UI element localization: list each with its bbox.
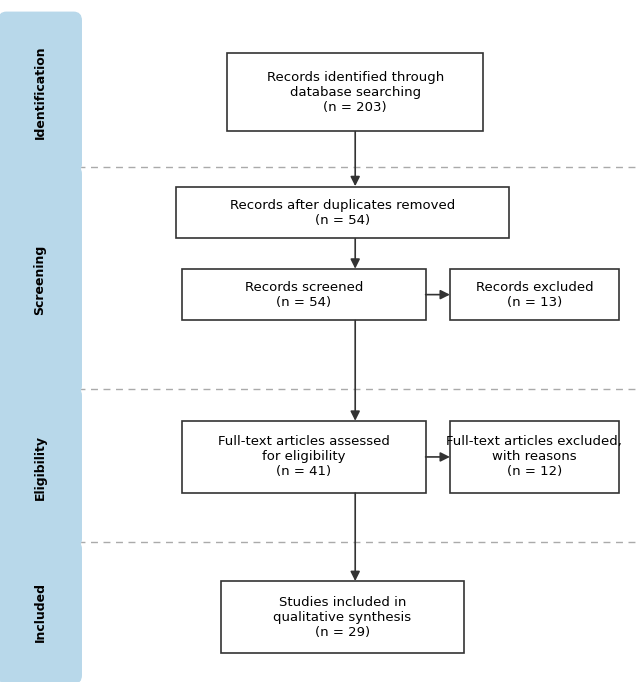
FancyBboxPatch shape: [0, 387, 81, 547]
FancyBboxPatch shape: [227, 53, 483, 131]
FancyBboxPatch shape: [449, 269, 619, 321]
FancyBboxPatch shape: [176, 188, 509, 239]
FancyBboxPatch shape: [0, 12, 81, 172]
FancyBboxPatch shape: [0, 166, 81, 394]
Text: Records after duplicates removed
(n = 54): Records after duplicates removed (n = 54…: [230, 198, 455, 227]
Text: Full-text articles excluded,
with reasons
(n = 12): Full-text articles excluded, with reason…: [447, 435, 622, 479]
Text: Included: Included: [33, 582, 47, 642]
FancyBboxPatch shape: [182, 421, 426, 492]
FancyBboxPatch shape: [449, 421, 619, 492]
Text: Records identified through
database searching
(n = 203): Records identified through database sear…: [267, 70, 444, 114]
FancyBboxPatch shape: [182, 269, 426, 321]
Text: Screening: Screening: [33, 244, 47, 315]
Text: Identification: Identification: [33, 45, 47, 139]
Text: Full-text articles assessed
for eligibility
(n = 41): Full-text articles assessed for eligibil…: [218, 435, 390, 479]
Text: Studies included in
qualitative synthesis
(n = 29): Studies included in qualitative synthesi…: [273, 595, 412, 639]
Text: Records excluded
(n = 13): Records excluded (n = 13): [476, 280, 593, 309]
Text: Records screened
(n = 54): Records screened (n = 54): [245, 280, 363, 309]
Text: Eligibility: Eligibility: [33, 434, 47, 500]
FancyBboxPatch shape: [221, 581, 464, 653]
FancyBboxPatch shape: [0, 541, 81, 682]
